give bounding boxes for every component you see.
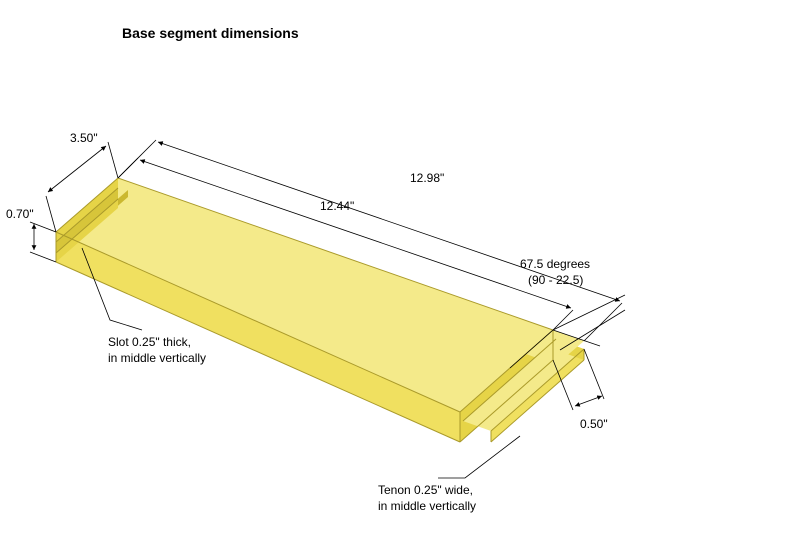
dim-tenon-length-label: 0.50" xyxy=(580,417,608,431)
dim-thickness: 0.70" xyxy=(6,207,56,262)
dim-length-long-label: 12.98" xyxy=(410,171,444,185)
page-title: Base segment dimensions xyxy=(122,25,299,41)
dim-angle-label-1: 67.5 degrees xyxy=(520,257,590,271)
note-tenon-line2: in middle vertically xyxy=(378,499,476,513)
dim-angle-label-2: (90 - 22.5) xyxy=(528,273,583,287)
diagram-canvas: Base segment dimensions xyxy=(0,0,798,539)
dim-length-short-label: 12.44" xyxy=(320,199,354,213)
note-tenon-line1: Tenon 0.25" wide, xyxy=(378,483,473,497)
note-slot-line1: Slot 0.25" thick, xyxy=(108,335,191,349)
note-slot-line2: in middle vertically xyxy=(108,351,206,365)
dim-width-label: 3.50" xyxy=(70,131,98,145)
dim-thickness-label: 0.70" xyxy=(6,207,34,221)
note-tenon: Tenon 0.25" wide, in middle vertically xyxy=(378,436,520,513)
